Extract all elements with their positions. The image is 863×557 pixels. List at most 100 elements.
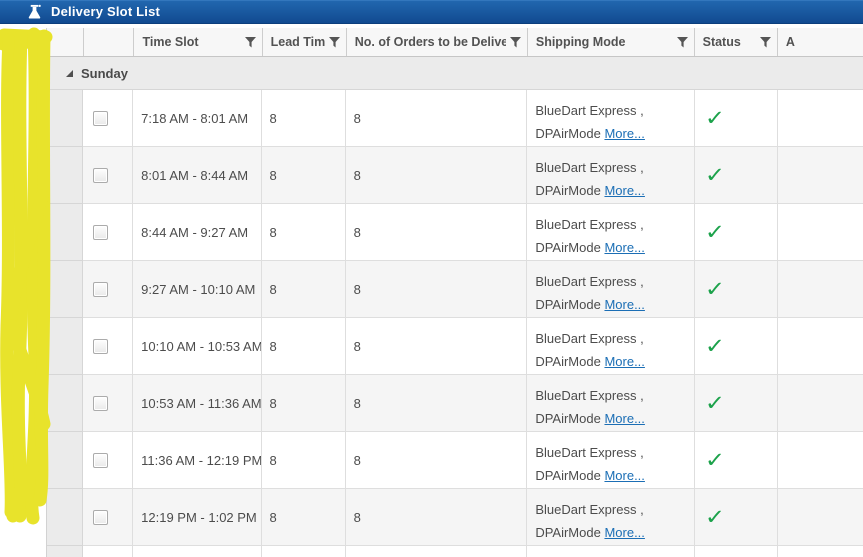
- table-row: 11:36 AM - 12:19 PM 8 8 BlueDart Express…: [47, 432, 863, 489]
- lead-time-cell: 8: [261, 147, 346, 204]
- group-indent-cell: [47, 318, 84, 375]
- filter-icon[interactable]: [676, 36, 688, 48]
- table-row: [47, 546, 863, 557]
- shipping-line2: DPAirMode More...: [535, 240, 645, 255]
- shipping-mode-cell: [527, 546, 695, 557]
- header-lead-time[interactable]: Lead Time: [263, 28, 347, 56]
- header-checkbox-column: [84, 28, 135, 56]
- more-link[interactable]: More...: [604, 354, 645, 369]
- status-cell: ✓: [694, 489, 778, 546]
- time-slot-cell: [133, 546, 262, 557]
- group-indent-cell: [47, 204, 84, 261]
- header-time-slot[interactable]: Time Slot: [134, 28, 263, 56]
- status-cell: [695, 546, 778, 557]
- lead-time-cell: 8: [261, 432, 346, 489]
- filter-icon[interactable]: [328, 36, 340, 48]
- shipping-line2: DPAirMode More...: [535, 411, 645, 426]
- orders-cell: 8: [345, 204, 528, 261]
- header-action[interactable]: A: [785, 35, 795, 49]
- orders-cell: [346, 546, 528, 557]
- status-check-icon: ✓: [704, 220, 725, 244]
- filter-icon[interactable]: [759, 36, 771, 48]
- more-link[interactable]: More...: [604, 126, 645, 141]
- row-checkbox[interactable]: [93, 224, 109, 240]
- shipping-line2: DPAirMode More...: [535, 183, 645, 198]
- action-cell: [777, 318, 863, 375]
- shipping-line1: BlueDart Express ,: [535, 445, 644, 460]
- group-row-sunday[interactable]: Sunday: [47, 57, 863, 90]
- select-cell: [83, 489, 134, 546]
- row-checkbox[interactable]: [93, 452, 109, 468]
- more-link[interactable]: More...: [604, 411, 645, 426]
- header-shipping-mode[interactable]: Shipping Mode: [528, 28, 695, 56]
- more-link[interactable]: More...: [604, 183, 645, 198]
- shipping-line1: BlueDart Express ,: [535, 388, 644, 403]
- shipping-mode-cell: BlueDart Express , DPAirMode More...: [527, 261, 695, 318]
- shipping-mode-cell: BlueDart Express , DPAirMode More...: [527, 90, 695, 147]
- shipping-line1: BlueDart Express ,: [535, 331, 644, 346]
- time-slot-cell: 8:01 AM - 8:44 AM: [133, 147, 262, 204]
- action-cell: [777, 432, 863, 489]
- orders-cell: 8: [345, 318, 528, 375]
- table-body: 7:18 AM - 8:01 AM 8 8 BlueDart Express ,…: [47, 90, 863, 557]
- more-link[interactable]: More...: [604, 240, 645, 255]
- select-cell: [83, 375, 134, 432]
- filter-icon[interactable]: [244, 36, 256, 48]
- select-cell: [83, 432, 134, 489]
- group-label: Sunday: [81, 65, 128, 81]
- shipping-mode-cell: BlueDart Express , DPAirMode More...: [527, 432, 695, 489]
- row-checkbox[interactable]: [93, 338, 109, 354]
- action-cell: [777, 204, 863, 261]
- time-slot-cell: 12:19 PM - 1:02 PM: [133, 489, 262, 546]
- row-checkbox[interactable]: [93, 395, 109, 411]
- group-indent-cell: [47, 375, 84, 432]
- more-link[interactable]: More...: [604, 525, 645, 540]
- collapse-triangle-icon[interactable]: [65, 69, 74, 78]
- action-cell: [777, 147, 863, 204]
- orders-cell: 8: [345, 432, 528, 489]
- more-link[interactable]: More...: [604, 297, 645, 312]
- lead-time-cell: 8: [261, 375, 346, 432]
- table-row: 8:44 AM - 9:27 AM 8 8 BlueDart Express ,…: [47, 204, 863, 261]
- time-slot-cell: 10:10 AM - 10:53 AM: [133, 318, 262, 375]
- more-link[interactable]: More...: [604, 468, 645, 483]
- grid-header-row: Time Slot Lead Time No. of Orders to be …: [47, 28, 863, 57]
- action-cell: [777, 375, 863, 432]
- select-cell: [83, 546, 134, 557]
- orders-cell: 8: [345, 147, 528, 204]
- group-indent-cell: [47, 432, 84, 489]
- row-checkbox[interactable]: [93, 281, 109, 297]
- status-check-icon: ✓: [704, 448, 725, 472]
- orders-cell: 8: [345, 489, 528, 546]
- table-row: 10:53 AM - 11:36 AM 8 8 BlueDart Express…: [47, 375, 863, 432]
- shipping-mode-cell: BlueDart Express , DPAirMode More...: [527, 204, 695, 261]
- shipping-line2: DPAirMode More...: [535, 468, 645, 483]
- status-check-icon: ✓: [704, 106, 725, 130]
- header-orders[interactable]: No. of Orders to be Delivered: [347, 28, 528, 56]
- table-row: 7:18 AM - 8:01 AM 8 8 BlueDart Express ,…: [47, 90, 863, 147]
- flask-icon: [28, 4, 41, 19]
- lead-time-cell: 8: [261, 489, 346, 546]
- table-row: 10:10 AM - 10:53 AM 8 8 BlueDart Express…: [47, 318, 863, 375]
- shipping-line2: DPAirMode More...: [535, 126, 645, 141]
- status-check-icon: ✓: [704, 391, 725, 415]
- select-cell: [83, 90, 134, 147]
- lead-time-cell: 8: [261, 261, 346, 318]
- action-cell: [777, 261, 863, 318]
- lead-time-cell: 8: [261, 90, 346, 147]
- status-cell: ✓: [694, 375, 778, 432]
- row-checkbox[interactable]: [93, 167, 109, 183]
- select-cell: [83, 204, 134, 261]
- orders-cell: 8: [345, 90, 528, 147]
- time-slot-cell: 7:18 AM - 8:01 AM: [133, 90, 262, 147]
- window-titlebar: Delivery Slot List: [0, 0, 863, 24]
- header-status[interactable]: Status: [695, 28, 778, 56]
- orders-cell: 8: [345, 261, 528, 318]
- lead-time-cell: 8: [261, 318, 346, 375]
- orders-cell: 8: [345, 375, 528, 432]
- row-checkbox[interactable]: [93, 110, 109, 126]
- row-checkbox[interactable]: [93, 509, 109, 525]
- filter-icon[interactable]: [509, 36, 521, 48]
- select-cell: [83, 261, 134, 318]
